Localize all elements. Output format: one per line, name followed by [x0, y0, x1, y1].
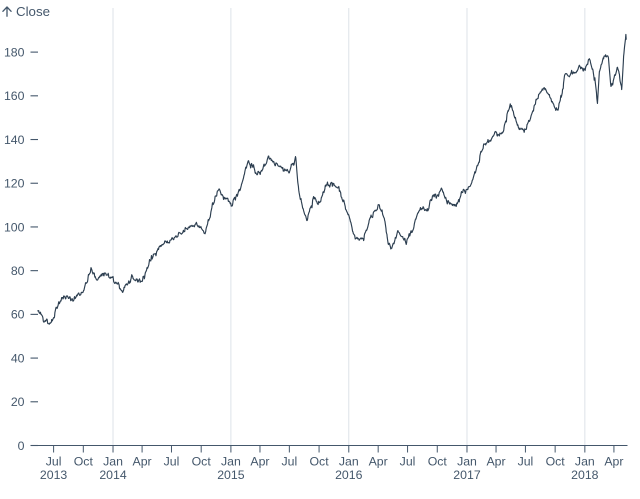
svg-text:Jul: Jul	[46, 455, 62, 469]
svg-text:Apr: Apr	[250, 455, 269, 469]
svg-text:Jan: Jan	[575, 455, 595, 469]
svg-text:Apr: Apr	[486, 455, 505, 469]
svg-text:120: 120	[4, 177, 25, 191]
svg-text:Jul: Jul	[281, 455, 297, 469]
svg-text:Oct: Oct	[546, 455, 566, 469]
svg-text:Apr: Apr	[604, 455, 623, 469]
svg-text:Oct: Oct	[428, 455, 448, 469]
svg-text:Oct: Oct	[309, 455, 329, 469]
svg-text:80: 80	[11, 264, 25, 278]
svg-text:2017: 2017	[453, 468, 481, 482]
svg-text:2018: 2018	[571, 468, 599, 482]
svg-text:Jul: Jul	[518, 455, 534, 469]
svg-text:Jul: Jul	[164, 455, 180, 469]
svg-text:40: 40	[11, 351, 25, 365]
svg-text:Oct: Oct	[74, 455, 94, 469]
svg-text:Jan: Jan	[221, 455, 241, 469]
svg-text:160: 160	[4, 89, 25, 103]
svg-text:Apr: Apr	[133, 455, 152, 469]
svg-text:Jan: Jan	[457, 455, 477, 469]
svg-text:2013: 2013	[40, 468, 68, 482]
svg-text:2014: 2014	[99, 468, 127, 482]
svg-text:0: 0	[18, 439, 25, 453]
svg-text:100: 100	[4, 220, 25, 234]
svg-text:20: 20	[11, 395, 25, 409]
svg-text:60: 60	[11, 308, 25, 322]
svg-text:180: 180	[4, 45, 25, 59]
svg-text:Apr: Apr	[369, 455, 388, 469]
svg-text:140: 140	[4, 133, 25, 147]
svg-text:Jul: Jul	[400, 455, 416, 469]
svg-text:2016: 2016	[335, 468, 363, 482]
svg-text:Jan: Jan	[103, 455, 123, 469]
svg-text:2015: 2015	[217, 468, 245, 482]
svg-text:Oct: Oct	[192, 455, 212, 469]
svg-text:Jan: Jan	[339, 455, 359, 469]
